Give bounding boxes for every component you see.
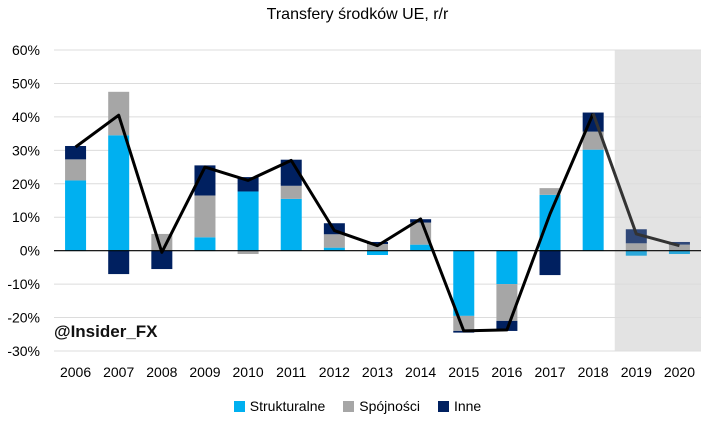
y-tick-label: 10% (12, 209, 40, 225)
bar-spójności (625, 243, 647, 251)
legend-swatch (437, 400, 449, 412)
bar-spójności (668, 244, 690, 251)
bar-inne (539, 250, 561, 276)
x-tick-label: 2006 (60, 364, 91, 380)
y-tick-label: -10% (7, 276, 40, 292)
x-tick-label: 2014 (405, 364, 436, 380)
x-tick-label: 2020 (664, 364, 695, 380)
bar-strukturalne (539, 194, 561, 251)
bar-strukturalne (668, 250, 690, 255)
legend-label: Spójności (359, 398, 420, 414)
y-tick-label: 0% (20, 243, 40, 259)
bar-strukturalne (625, 250, 647, 256)
x-tick-label: 2013 (362, 364, 393, 380)
bar-inne (668, 241, 690, 245)
bar-strukturalne (194, 237, 216, 251)
x-tick-label: 2012 (319, 364, 350, 380)
y-tick-label: 30% (12, 142, 40, 158)
bar-spójności (280, 185, 302, 199)
bar-strukturalne (367, 250, 388, 256)
x-tick-label: 2007 (103, 364, 134, 380)
legend-item-inne: Inne (437, 398, 482, 414)
forecast-shading (614, 50, 701, 351)
y-tick-label: 50% (12, 75, 40, 91)
y-tick-label: 20% (12, 176, 40, 192)
bar-spójności (582, 131, 604, 150)
bar-strukturalne (108, 135, 130, 251)
bar-spójności (367, 243, 388, 251)
bar-strukturalne (453, 250, 475, 316)
legend-swatch (233, 400, 245, 412)
total-line-forecast (591, 113, 680, 248)
y-tick-label: 40% (12, 109, 40, 125)
legend-swatch (343, 400, 355, 412)
x-tick-label: 2018 (578, 364, 609, 380)
bar-strukturalne (237, 191, 259, 251)
bar-spójności (237, 250, 259, 255)
bar-strukturalne (410, 244, 432, 251)
legend-label: Strukturalne (249, 398, 326, 414)
x-tick-label: 2009 (189, 364, 220, 380)
bar-inne (65, 145, 87, 160)
x-tick-label: 2015 (448, 364, 479, 380)
legend-item-strukturalne: Strukturalne (233, 398, 326, 414)
bar-inne (194, 165, 216, 196)
legend-label: Inne (453, 398, 482, 414)
x-tick-label: 2010 (233, 364, 264, 380)
x-tick-label: 2017 (534, 364, 565, 380)
bar-inne (108, 250, 130, 275)
bar-strukturalne (65, 180, 87, 251)
bar-spójności (496, 284, 518, 321)
bar-inne (367, 241, 388, 244)
bar-spójności (108, 91, 130, 136)
bar-strukturalne (323, 247, 345, 251)
chart-title: Transfery środków UE, r/r (266, 6, 449, 23)
bar-spójności (194, 195, 216, 238)
watermark: @Insider_FX (54, 322, 158, 341)
bar-spójności (410, 222, 432, 245)
y-tick-label: -30% (7, 343, 40, 359)
legend: Strukturalne Spójności Inne (0, 398, 715, 414)
y-tick-label: 60% (12, 42, 40, 58)
bar-strukturalne (582, 149, 604, 251)
bar-inne (237, 177, 259, 192)
y-tick-label: -20% (7, 310, 40, 326)
bar-spójności (65, 159, 87, 181)
bar-spójności (539, 188, 561, 195)
total-line (74, 112, 595, 333)
legend-item-spojnosci: Spójności (343, 398, 420, 414)
bar-inne (625, 229, 647, 244)
x-tick-label: 2019 (621, 364, 652, 380)
x-tick-label: 2011 (276, 364, 306, 380)
x-tick-label: 2008 (146, 364, 177, 380)
bar-spójności (323, 234, 345, 248)
bar-strukturalne (280, 198, 302, 251)
bar-inne (151, 250, 173, 270)
x-tick-label: 2016 (491, 364, 522, 380)
bar-strukturalne (496, 250, 518, 285)
